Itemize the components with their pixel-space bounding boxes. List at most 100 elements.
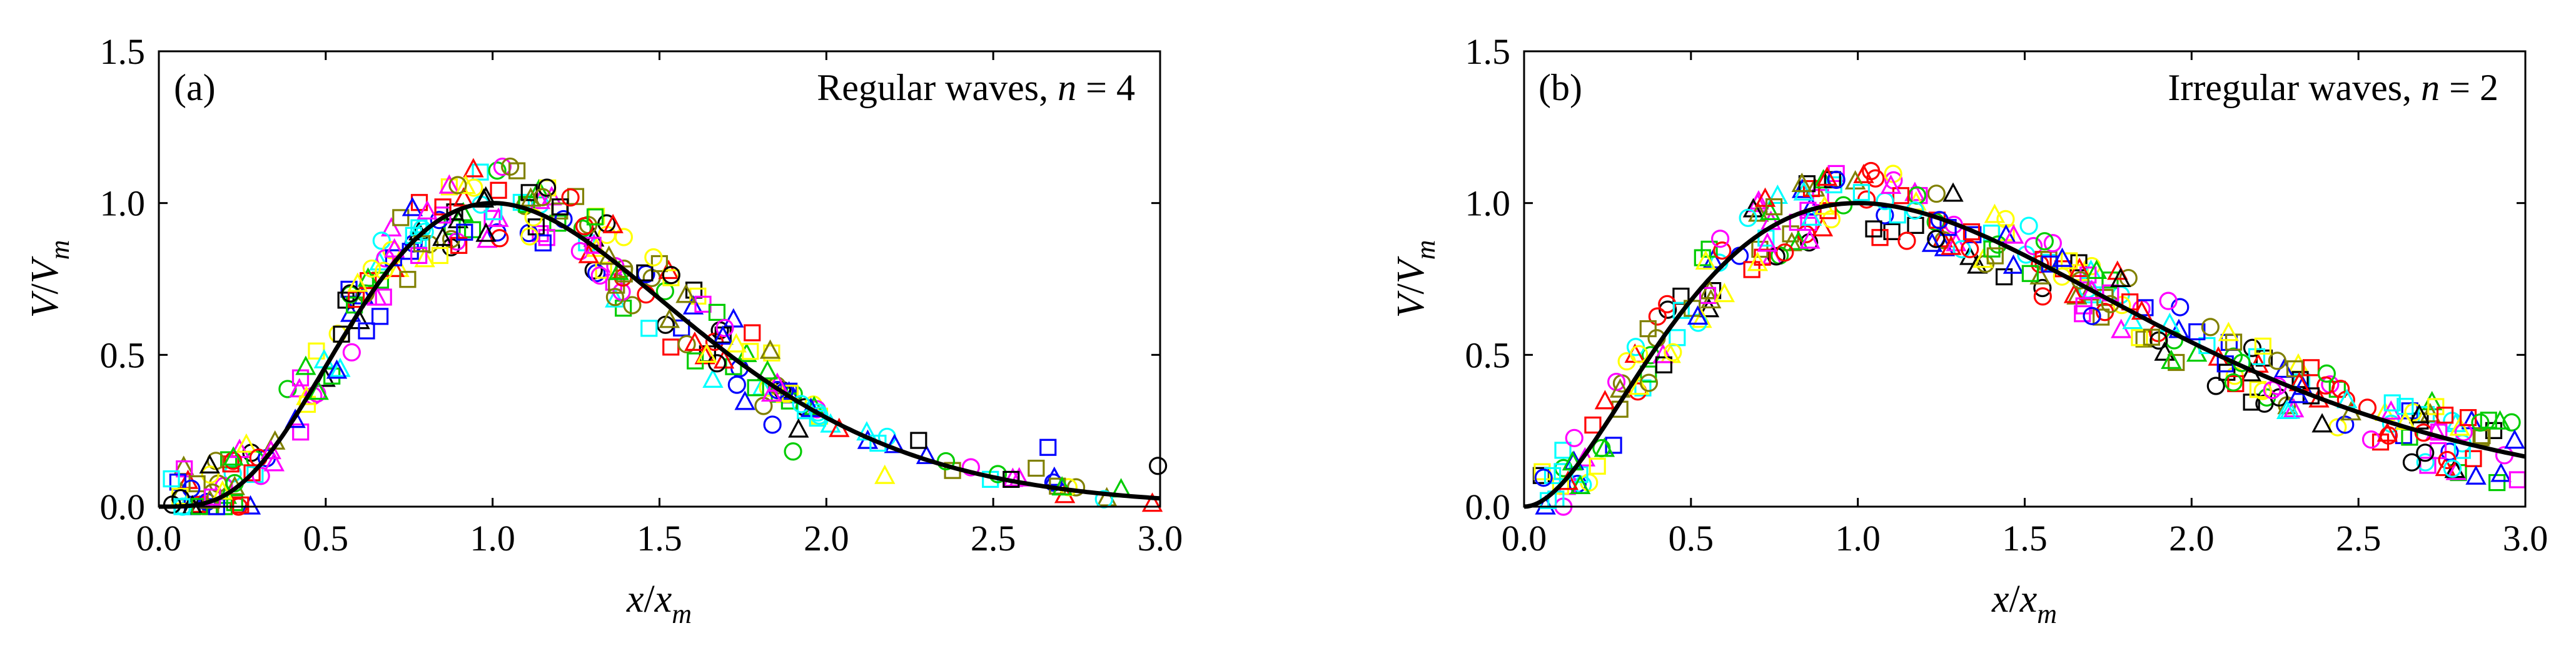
data-point-circle (2331, 380, 2350, 398)
data-point-triangle (2465, 465, 2487, 485)
data-point-circle (784, 442, 802, 461)
x-tick-label: 1.5 (637, 518, 682, 559)
panel-title: Regular waves, n = 4 (817, 67, 1135, 108)
data-point-circle (1711, 230, 1730, 248)
data-point-triangle (2276, 400, 2298, 420)
data-point-triangle (1942, 182, 1964, 202)
data-point-square (2168, 353, 2185, 372)
fit-curve (159, 201, 1161, 509)
panel-title-value: = 4 (1076, 67, 1135, 108)
data-point-square (2459, 409, 2477, 427)
data-point-square (232, 496, 250, 514)
data-point-triangle (1687, 305, 1709, 325)
data-point-square (440, 178, 458, 196)
data-point-triangle (696, 343, 717, 363)
data-point-triangle (684, 332, 705, 352)
y-tick-label: 1.5 (1465, 31, 1511, 72)
y-label-sub: m (44, 240, 75, 260)
data-point-square (1986, 247, 2004, 265)
data-point-circle (2440, 442, 2459, 461)
x-tick-label: 3.0 (2503, 518, 2548, 559)
y-tick-label: 1.0 (1465, 183, 1511, 224)
data-point-square (1907, 216, 1924, 234)
data-point-square (2131, 329, 2148, 347)
data-point-square (1892, 187, 1910, 205)
data-point-square (2061, 252, 2078, 270)
data-point-circle (662, 266, 680, 285)
data-point-triangle (1801, 206, 1822, 226)
data-point-square (1852, 184, 1870, 201)
data-point-triangle (2051, 247, 2073, 267)
data-point-triangle (438, 174, 460, 194)
data-point-circle (278, 380, 297, 398)
data-point-triangle (1941, 235, 1962, 255)
data-point-square (2371, 433, 2390, 451)
data-point-triangle (2490, 462, 2512, 482)
data-point-square (2254, 337, 2271, 355)
data-point-circle (988, 465, 1008, 483)
data-point-square (1699, 286, 1717, 304)
data-point-square (2508, 471, 2526, 489)
x-tick-label: 1.5 (2002, 518, 2048, 559)
data-point-triangle (1932, 228, 1953, 248)
x-tick-label: 2.0 (2169, 518, 2215, 559)
data-point-triangle (1742, 198, 1764, 218)
data-point-square (2286, 360, 2304, 378)
data-point-triangle (432, 226, 453, 246)
data-point-circle (2206, 377, 2225, 395)
data-point-circle (810, 406, 829, 425)
data-point-circle (2033, 287, 2052, 306)
data-point-circle (2263, 380, 2281, 400)
data-point-square (1543, 467, 1562, 485)
data-point-circle (1866, 169, 1885, 188)
data-point-triangle (263, 452, 285, 472)
data-point-triangle (874, 464, 896, 484)
data-point-square (188, 475, 206, 493)
data-point-square (358, 322, 375, 340)
data-point-square (1765, 198, 1783, 216)
x-label-den: x (654, 578, 672, 620)
data-point-triangle (1767, 185, 1789, 205)
data-point-circle (1897, 231, 1916, 250)
data-point-circle (520, 227, 539, 246)
data-point-circle (561, 188, 580, 207)
data-point-triangle (1757, 232, 1778, 252)
data-point-square (431, 246, 449, 265)
data-point-triangle (1714, 283, 1735, 303)
data-point-triangle (2449, 416, 2470, 436)
data-point-square (371, 308, 389, 325)
data-point-triangle (2408, 403, 2430, 423)
data-point-circle (590, 266, 609, 285)
data-point-triangle (463, 158, 484, 178)
data-point-square (1634, 379, 1652, 397)
data-point-square (292, 423, 310, 441)
data-point-square (456, 223, 473, 241)
data-point-circle (1658, 295, 1677, 313)
data-point-square (2101, 271, 2119, 289)
data-point-triangle (702, 368, 724, 388)
data-point-triangle (760, 382, 782, 402)
data-point-circle (1739, 208, 1757, 227)
data-point-triangle (520, 187, 542, 207)
data-point-triangle (1754, 187, 1776, 207)
data-point-square (1672, 301, 1690, 319)
data-point-circle (537, 178, 557, 197)
data-point-square (2488, 473, 2506, 492)
data-point-triangle (675, 283, 697, 303)
data-point-triangle (1946, 231, 1967, 251)
data-point-triangle (1594, 390, 1616, 410)
data-point-triangle (578, 243, 599, 263)
y-label-den: V (1390, 256, 1432, 283)
data-point-square (744, 324, 761, 342)
data-point-triangle (1652, 343, 1674, 363)
data-point-circle (644, 248, 663, 267)
data-point-triangle (2218, 321, 2240, 342)
data-point-circle (763, 415, 782, 434)
data-point-square (163, 470, 180, 488)
data-point-square (1605, 437, 1622, 454)
data-point-circle (2416, 443, 2435, 462)
data-point-triangle (1695, 250, 1717, 270)
panel-irregular-waves: 0.0 0.5 1.0 1.5 2.0 2.5 3.0 0.0 0.5 1.0 1.5 (b) Ir… (1390, 31, 2548, 629)
data-point-circle (727, 375, 746, 394)
